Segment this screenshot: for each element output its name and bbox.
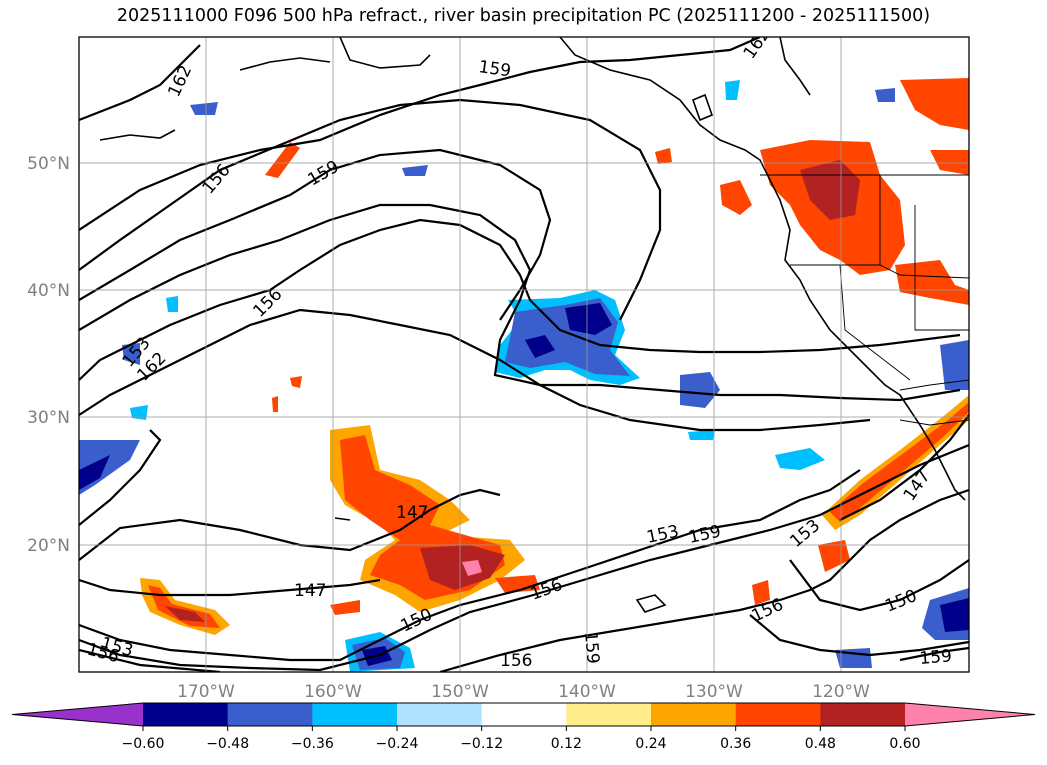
longitude-labels: 170°W 160°W 150°W 140°W 130°W 120°W <box>177 682 870 702</box>
colorbar-tick-label: −0.48 <box>206 736 249 752</box>
colorbar-extend-max <box>905 703 1035 726</box>
lon-label-160w: 160°W <box>304 682 362 702</box>
lat-label-30n: 30°N <box>27 408 70 428</box>
contour-south-1 <box>79 488 501 561</box>
contour-162-inner <box>79 308 871 432</box>
coastlines <box>99 37 966 613</box>
contour-label: 159 <box>477 57 512 81</box>
map-title: 2025111000 F096 500 hPa refract., river … <box>116 6 931 26</box>
contour-162-north <box>79 44 201 122</box>
contour-159-loop <box>79 148 552 321</box>
colorbar-tick-label: 0.60 <box>889 736 920 752</box>
latitude-labels: 50°N 40°N 30°N 20°N <box>27 154 70 556</box>
colorbar-tick-label: 0.24 <box>635 736 666 752</box>
lon-label-140w: 140°W <box>558 682 616 702</box>
lat-label-50n: 50°N <box>27 154 70 174</box>
contour-label: 147 <box>294 581 326 601</box>
contour-label: 147 <box>396 503 428 523</box>
precip-positive-sw-core <box>148 585 220 628</box>
colorbar-tick-label: 0.48 <box>805 736 836 752</box>
lon-label-120w: 120°W <box>812 682 870 702</box>
colorbar-segment <box>735 703 821 726</box>
contour-153 <box>79 218 961 381</box>
colorbar-segment <box>143 703 229 726</box>
precip-positive-peak <box>462 560 482 576</box>
colorbar-tick-label: 0.36 <box>720 736 751 752</box>
lon-label-170w: 170°W <box>177 682 235 702</box>
colorbar-tick-label: −0.12 <box>460 736 503 752</box>
contour-label: 159 <box>580 631 603 665</box>
colorbar-segment <box>820 703 906 726</box>
colorbar-segment <box>481 703 567 726</box>
contour-153-south <box>79 443 969 672</box>
contour-156-se <box>749 614 969 657</box>
contour-159-se <box>899 646 969 662</box>
contour-label: 156 <box>500 651 532 671</box>
colorbar-tick-label: −0.24 <box>376 736 419 752</box>
contour-150-se <box>789 559 969 612</box>
colorbar-segment <box>312 703 398 726</box>
colorbar-segment <box>227 703 313 726</box>
lon-label-150w: 150°W <box>431 682 489 702</box>
colorbar-tick-label: −0.36 <box>291 736 334 752</box>
precip-positive-strong <box>420 545 505 590</box>
contour-159-south <box>439 488 969 672</box>
contour-147-se <box>839 414 969 521</box>
graticule <box>79 37 969 672</box>
colorbar-tick-label: −0.60 <box>122 736 165 752</box>
colorbar-segment <box>651 703 737 726</box>
colorbar-extend-min <box>12 703 143 726</box>
colorbar: −0.60 −0.48 −0.36 −0.24 −0.12 0.12 0.24 0.36 0.4… <box>11 702 1036 752</box>
colorbar-segment <box>397 703 483 726</box>
contour-147-south <box>79 578 381 597</box>
map-frame <box>78 36 970 673</box>
contour-147 <box>79 429 162 526</box>
precip-shading <box>79 78 969 672</box>
lat-label-40n: 40°N <box>27 281 70 301</box>
contour-label: 159 <box>919 646 953 669</box>
colorbar-segment <box>566 703 652 726</box>
lat-label-20n: 20°N <box>27 536 70 556</box>
colorbar-tick-label: 0.12 <box>551 736 582 752</box>
political-borders <box>760 174 969 426</box>
lon-label-130w: 130°W <box>685 682 743 702</box>
contour-156-south <box>79 648 221 672</box>
